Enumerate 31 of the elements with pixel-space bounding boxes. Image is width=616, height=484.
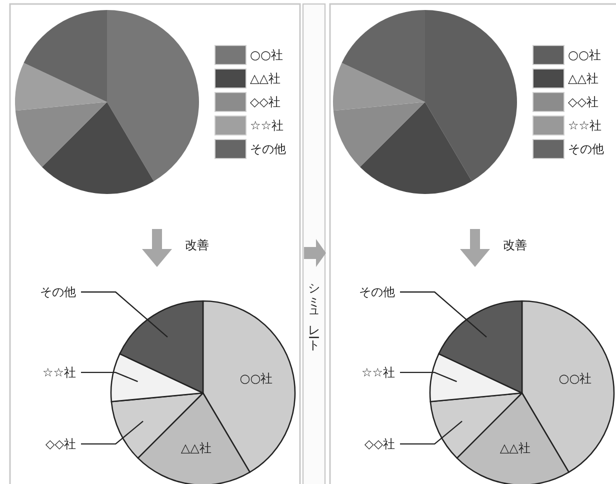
slice-label: ☆☆社	[42, 365, 76, 380]
pie-slice	[24, 10, 107, 102]
legend-label: △△社	[568, 72, 598, 86]
pie-slice	[333, 102, 425, 168]
slice-label: ◇◇社	[46, 436, 76, 451]
legend-label: ○○社	[568, 48, 601, 62]
pie-slice	[42, 102, 154, 194]
legend-label: ◇◇社	[250, 95, 280, 109]
pie-slice	[333, 62, 425, 111]
legend-label: △△社	[250, 72, 280, 86]
legend-label: その他	[568, 142, 604, 156]
pie-slice	[15, 62, 107, 111]
legend-label: ☆☆社	[568, 118, 602, 132]
legend-label: ◇◇社	[568, 95, 598, 109]
text: 改善	[185, 238, 209, 252]
text: 改善	[503, 238, 527, 252]
slice-label: △△社	[500, 440, 530, 455]
text: シミュレート	[307, 275, 321, 351]
pie-slice	[15, 102, 107, 168]
slice-label: その他	[40, 285, 76, 300]
slice-label: その他	[359, 285, 395, 300]
slice-label: △△社	[180, 440, 212, 455]
pie-slice	[360, 102, 472, 194]
slice-label: ☆☆社	[361, 365, 395, 380]
slice-label: ◇◇社	[364, 436, 395, 451]
slice-label: ○○社	[240, 371, 273, 386]
pie-slice	[107, 10, 199, 182]
legend-label: ○○社	[250, 48, 283, 62]
slice-label: ○○社	[558, 371, 592, 386]
legend-label: ☆☆社	[250, 118, 284, 132]
legend-label: その他	[250, 142, 286, 156]
